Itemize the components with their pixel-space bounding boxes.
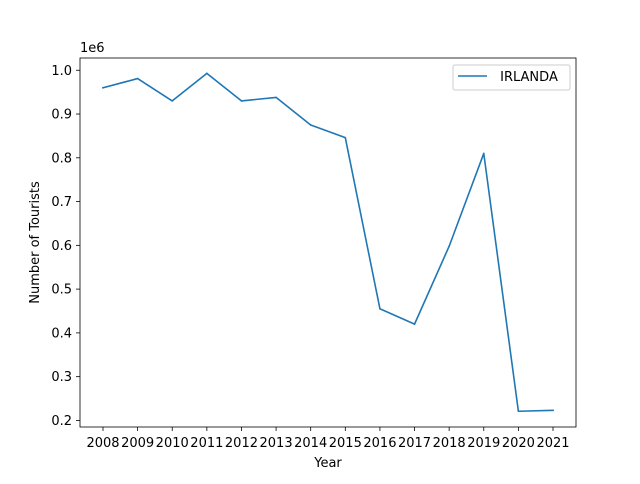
data-point: [552, 409, 554, 412]
data-point: [171, 100, 174, 102]
data-point: [136, 77, 139, 80]
x-axis-ticks: 2008 2009 2010 2011 2012 2013 2014 2015 2016 2017…: [86, 427, 570, 451]
x-tick-label: 2012: [225, 436, 258, 451]
y-tick-label: 0.5: [51, 283, 72, 298]
y-tick-label: 0.4: [51, 326, 72, 341]
y-tick-label: 0.8: [51, 151, 72, 166]
legend: IRLANDA: [452, 64, 571, 91]
x-tick-label: 2020: [502, 436, 535, 451]
data-point: [102, 86, 104, 89]
x-tick-label: 2019: [467, 436, 500, 451]
series-group: [102, 72, 554, 413]
data-point: [344, 136, 347, 139]
y-scale-label: 1e6: [80, 41, 105, 56]
y-tick-label: 0.9: [51, 108, 72, 123]
data-point: [482, 152, 485, 155]
data-point: [413, 323, 416, 325]
y-tick-label: 0.3: [51, 370, 72, 385]
series-line-0: [102, 72, 554, 413]
y-tick-label: 0.7: [51, 195, 72, 210]
y-axis-ticks: 0.2 0.3 0.4 0.5 0.6 0.7 0.8 0.9 1.0: [51, 64, 80, 429]
data-point: [206, 72, 208, 75]
x-tick-label: 2016: [363, 436, 396, 451]
x-tick-label: 2017: [398, 436, 431, 451]
y-tick-label: 0.2: [51, 414, 72, 429]
x-tick-label: 2013: [260, 436, 293, 451]
x-tick-label: 2015: [329, 436, 362, 451]
x-tick-label: 2009: [121, 436, 154, 451]
y-tick-label: 1.0: [51, 64, 72, 79]
data-point: [517, 410, 520, 413]
x-tick-label: 2021: [536, 436, 569, 451]
plot-area: [79, 57, 577, 428]
x-tick-label: 2010: [156, 436, 189, 451]
data-point: [309, 124, 312, 126]
y-tick-label: 0.6: [51, 239, 72, 254]
x-tick-label: 2011: [190, 436, 223, 451]
x-tick-label: 2014: [294, 436, 327, 451]
y-axis-label: Number of Tourists: [28, 181, 43, 304]
x-tick-label: 2018: [433, 436, 466, 451]
x-tick-label: 2008: [86, 436, 119, 451]
data-point: [379, 308, 381, 310]
legend-label: IRLANDA: [496, 70, 558, 85]
data-point: [448, 245, 450, 248]
legend-box: [452, 64, 571, 91]
data-point: [275, 96, 277, 99]
x-axis-label: Year: [313, 456, 342, 471]
data-point: [240, 100, 243, 102]
